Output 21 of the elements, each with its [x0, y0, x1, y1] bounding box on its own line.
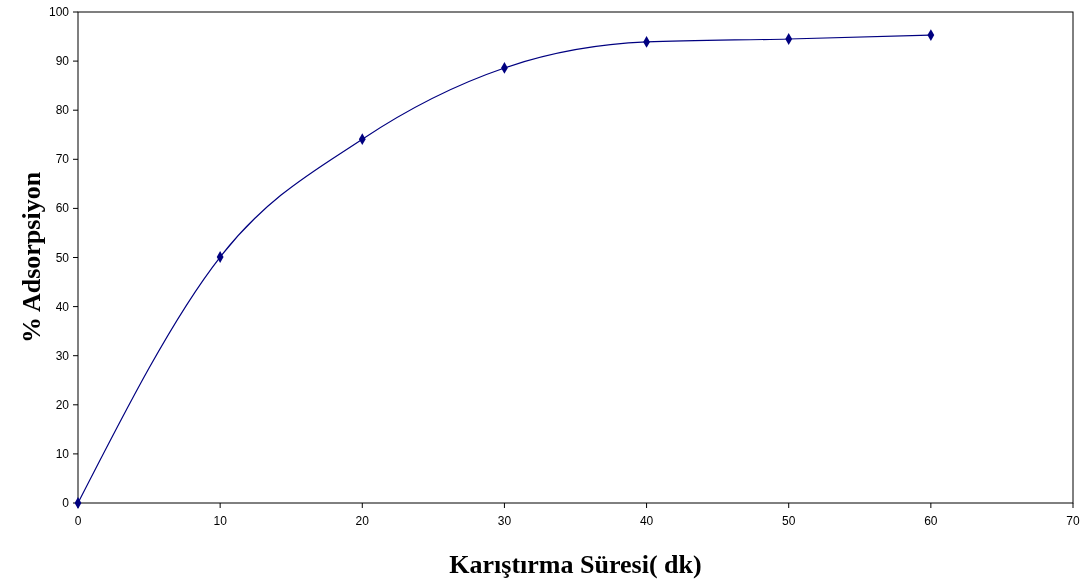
y-axis-title: % Adsorpsiyon — [17, 171, 46, 344]
x-tick-label: 70 — [1066, 514, 1080, 528]
x-tick-label: 20 — [355, 514, 370, 528]
x-tick-label: 30 — [497, 514, 512, 528]
y-tick-label: 100 — [48, 5, 70, 19]
x-tick-label: 50 — [782, 514, 796, 528]
y-tick-label: 40 — [55, 299, 70, 314]
x-axis-title: Karıştırma Süresi( dk) — [449, 550, 702, 579]
y-tick-label: 70 — [55, 152, 70, 167]
y-tick-label: 30 — [55, 348, 70, 363]
y-tick-label: 20 — [55, 397, 70, 412]
y-tick-label: 0 — [62, 496, 70, 510]
y-tick-label: 10 — [55, 446, 70, 461]
y-tick-label: 60 — [55, 201, 70, 216]
y-tick-label: 80 — [55, 103, 70, 118]
y-tick-label: 50 — [55, 250, 70, 265]
x-tick-label: 40 — [639, 514, 654, 528]
x-tick-label: 0 — [74, 514, 82, 528]
y-tick-label: 90 — [55, 54, 70, 69]
x-tick-label: 60 — [924, 514, 938, 528]
x-tick-label: 10 — [213, 514, 228, 528]
